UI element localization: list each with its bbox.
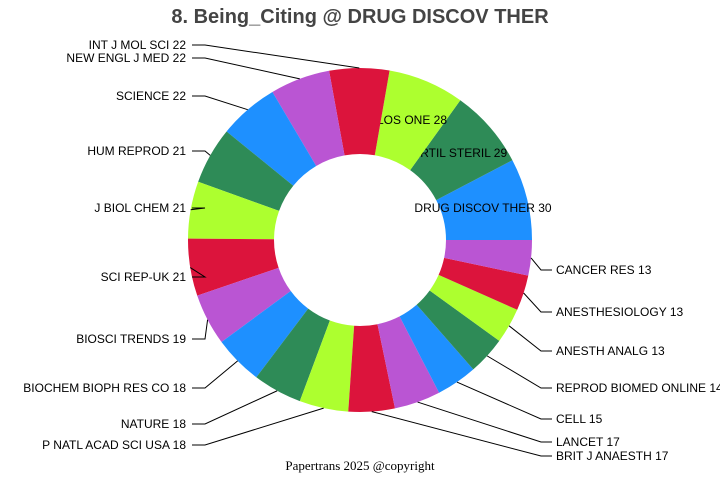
slice-label: PLOS ONE 28 bbox=[369, 113, 447, 127]
label-leader-line bbox=[523, 292, 552, 313]
slice-label: NEW ENGL J MED 22 bbox=[66, 51, 186, 65]
label-leader-line bbox=[192, 360, 238, 389]
copyright-footer: Papertrans 2025 @copyright bbox=[285, 458, 435, 473]
label-leader-line bbox=[417, 401, 552, 443]
label-leader-line bbox=[486, 355, 552, 389]
chart-title: 8. Being_Citing @ DRUG DISCOV THER bbox=[171, 6, 549, 28]
slice-j-biol-chem bbox=[188, 181, 280, 240]
slice-anesth-analg bbox=[429, 274, 518, 341]
label-leader-line bbox=[192, 95, 248, 111]
slice-label: BIOSCI TRENDS 19 bbox=[76, 332, 186, 346]
slice-biosci-trends bbox=[197, 267, 291, 342]
slice-label: J BIOL CHEM 21 bbox=[94, 201, 186, 215]
slice-brit-j-anaesth bbox=[348, 324, 395, 412]
slice-label: CELL 15 bbox=[556, 412, 603, 426]
slice-label: SCI REP-UK 21 bbox=[101, 270, 187, 284]
slice-label: BRIT J ANAESTH 17 bbox=[556, 449, 669, 463]
slice-fertil-steril bbox=[410, 100, 513, 201]
slice-reprod-biomed-online bbox=[416, 290, 500, 370]
label-leader-line bbox=[192, 407, 324, 446]
slice-label: HUM REPROD 21 bbox=[87, 144, 186, 158]
slice-sci-rep-uk bbox=[188, 238, 279, 296]
label-leader-line bbox=[371, 411, 552, 457]
slice-int-j-mol-sci bbox=[329, 68, 390, 156]
slice-hum-reprod bbox=[198, 131, 294, 211]
slice-cell bbox=[399, 304, 474, 393]
slice-label: CANCER RES 13 bbox=[556, 263, 652, 277]
slice-label: ANESTHESIOLOGY 13 bbox=[556, 305, 683, 319]
slice-p-natl-acad-sci-usa bbox=[299, 320, 355, 412]
label-leader-line bbox=[192, 319, 209, 340]
label-leader-line bbox=[192, 390, 278, 425]
slice-cancer-res bbox=[444, 240, 532, 276]
slice-science bbox=[226, 91, 317, 186]
label-leader-line bbox=[190, 207, 206, 211]
slice-label: LANCET 17 bbox=[556, 435, 620, 449]
label-leader-line bbox=[530, 257, 552, 271]
slice-nature bbox=[256, 308, 330, 402]
label-leader-line bbox=[192, 150, 211, 156]
slice-lancet bbox=[377, 316, 440, 409]
slice-label: SCIENCE 22 bbox=[116, 89, 186, 103]
label-leader-line bbox=[508, 325, 552, 352]
slice-new-engl-j-med bbox=[272, 70, 345, 166]
slice-biochem-bioph-res-co bbox=[221, 290, 309, 378]
slice-label: INT J MOL SCI 22 bbox=[89, 38, 187, 52]
slice-label: P NATL ACAD SCI USA 18 bbox=[42, 438, 186, 452]
label-leader-line bbox=[192, 44, 360, 69]
label-leader-line bbox=[456, 381, 552, 420]
label-leader-line bbox=[192, 57, 300, 80]
label-leader-line bbox=[189, 267, 207, 278]
slice-anesthesiology bbox=[438, 257, 529, 310]
slice-label: DRUG DISCOV THER 30 bbox=[414, 201, 551, 215]
slice-label: ANESTH ANALG 13 bbox=[556, 344, 665, 358]
slice-plos-one bbox=[374, 70, 461, 171]
slice-drug-discov-ther bbox=[436, 160, 532, 240]
slice-label: BIOCHEM BIOPH RES CO 18 bbox=[23, 381, 186, 395]
slice-label: FERTIL STERIL 29 bbox=[405, 146, 508, 160]
slice-label: NATURE 18 bbox=[121, 417, 186, 431]
slice-label: REPROD BIOMED ONLINE 14 bbox=[556, 381, 720, 395]
